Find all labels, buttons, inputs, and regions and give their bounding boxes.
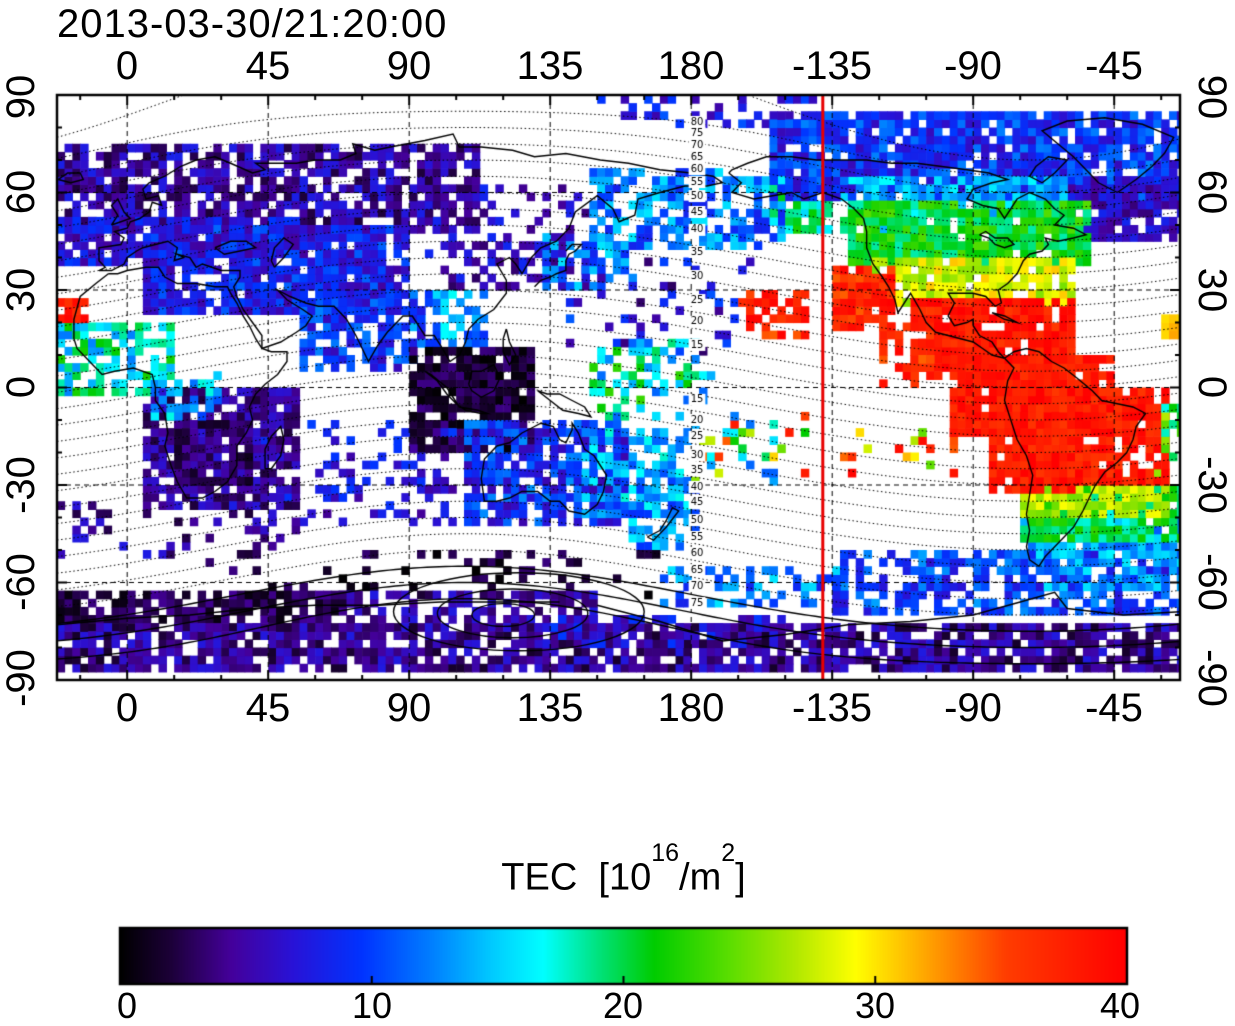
lat-tick-right-m90: -90: [1190, 649, 1234, 707]
lon-tick-bottom-135: 135: [516, 686, 584, 730]
lon-tick-top-m45: -45: [1085, 44, 1143, 88]
lat-tick-right-0: 0: [1190, 375, 1234, 399]
lon-tick-bottom-180: 180: [657, 686, 725, 730]
colorbar-tick-30: 30: [854, 985, 896, 1026]
lat-tick-right-60: 60: [1190, 169, 1234, 215]
colorbar-title-suffix: ]: [735, 856, 746, 899]
colorbar-tick-0: 0: [116, 985, 138, 1026]
lon-tick-bottom-m45: -45: [1085, 686, 1143, 730]
lon-tick-bottom-0: 0: [115, 686, 139, 730]
lon-tick-top-0: 0: [115, 44, 139, 88]
lat-tick-left-m90: -90: [0, 649, 43, 707]
colorbar-title: TEC [1016/m2]: [120, 841, 1127, 899]
colorbar-title-prefix: TEC [10: [501, 856, 652, 899]
lon-tick-bottom-90: 90: [386, 686, 432, 730]
colorbar-tick-20: 20: [602, 985, 644, 1026]
lat-tick-left-60: 60: [0, 169, 43, 215]
lon-tick-bottom-m90: -90: [944, 686, 1002, 730]
lon-tick-top-180: 180: [657, 44, 725, 88]
colorbar-tick-10: 10: [351, 985, 393, 1026]
lat-tick-right-m60: -60: [1190, 553, 1234, 611]
lon-tick-top-m90: -90: [944, 44, 1002, 88]
lat-tick-left-90: 90: [0, 74, 43, 120]
colorbar-title-exponent: 16: [651, 839, 680, 867]
lon-tick-bottom-m135: -135: [791, 686, 873, 730]
lon-tick-top-90: 90: [386, 44, 432, 88]
lat-tick-right-30: 30: [1190, 267, 1234, 313]
lon-tick-top-45: 45: [245, 44, 291, 88]
timestamp-title: 2013-03-30/21:20:00: [57, 2, 448, 46]
lon-tick-bottom-45: 45: [245, 686, 291, 730]
lon-tick-top-135: 135: [516, 44, 584, 88]
lat-tick-left-m30: -30: [0, 456, 43, 514]
lat-tick-left-m60: -60: [0, 553, 43, 611]
colorbar-tick-40: 40: [1099, 985, 1141, 1026]
colorbar-title-mid: /m: [679, 856, 722, 899]
lat-tick-right-m30: -30: [1190, 456, 1234, 514]
lat-tick-left-30: 30: [0, 267, 43, 313]
lat-tick-left-0: 0: [0, 375, 43, 399]
lat-tick-right-90: 90: [1190, 74, 1234, 120]
lon-tick-top-m135: -135: [791, 44, 873, 88]
colorbar-title-exponent2: 2: [721, 839, 736, 867]
